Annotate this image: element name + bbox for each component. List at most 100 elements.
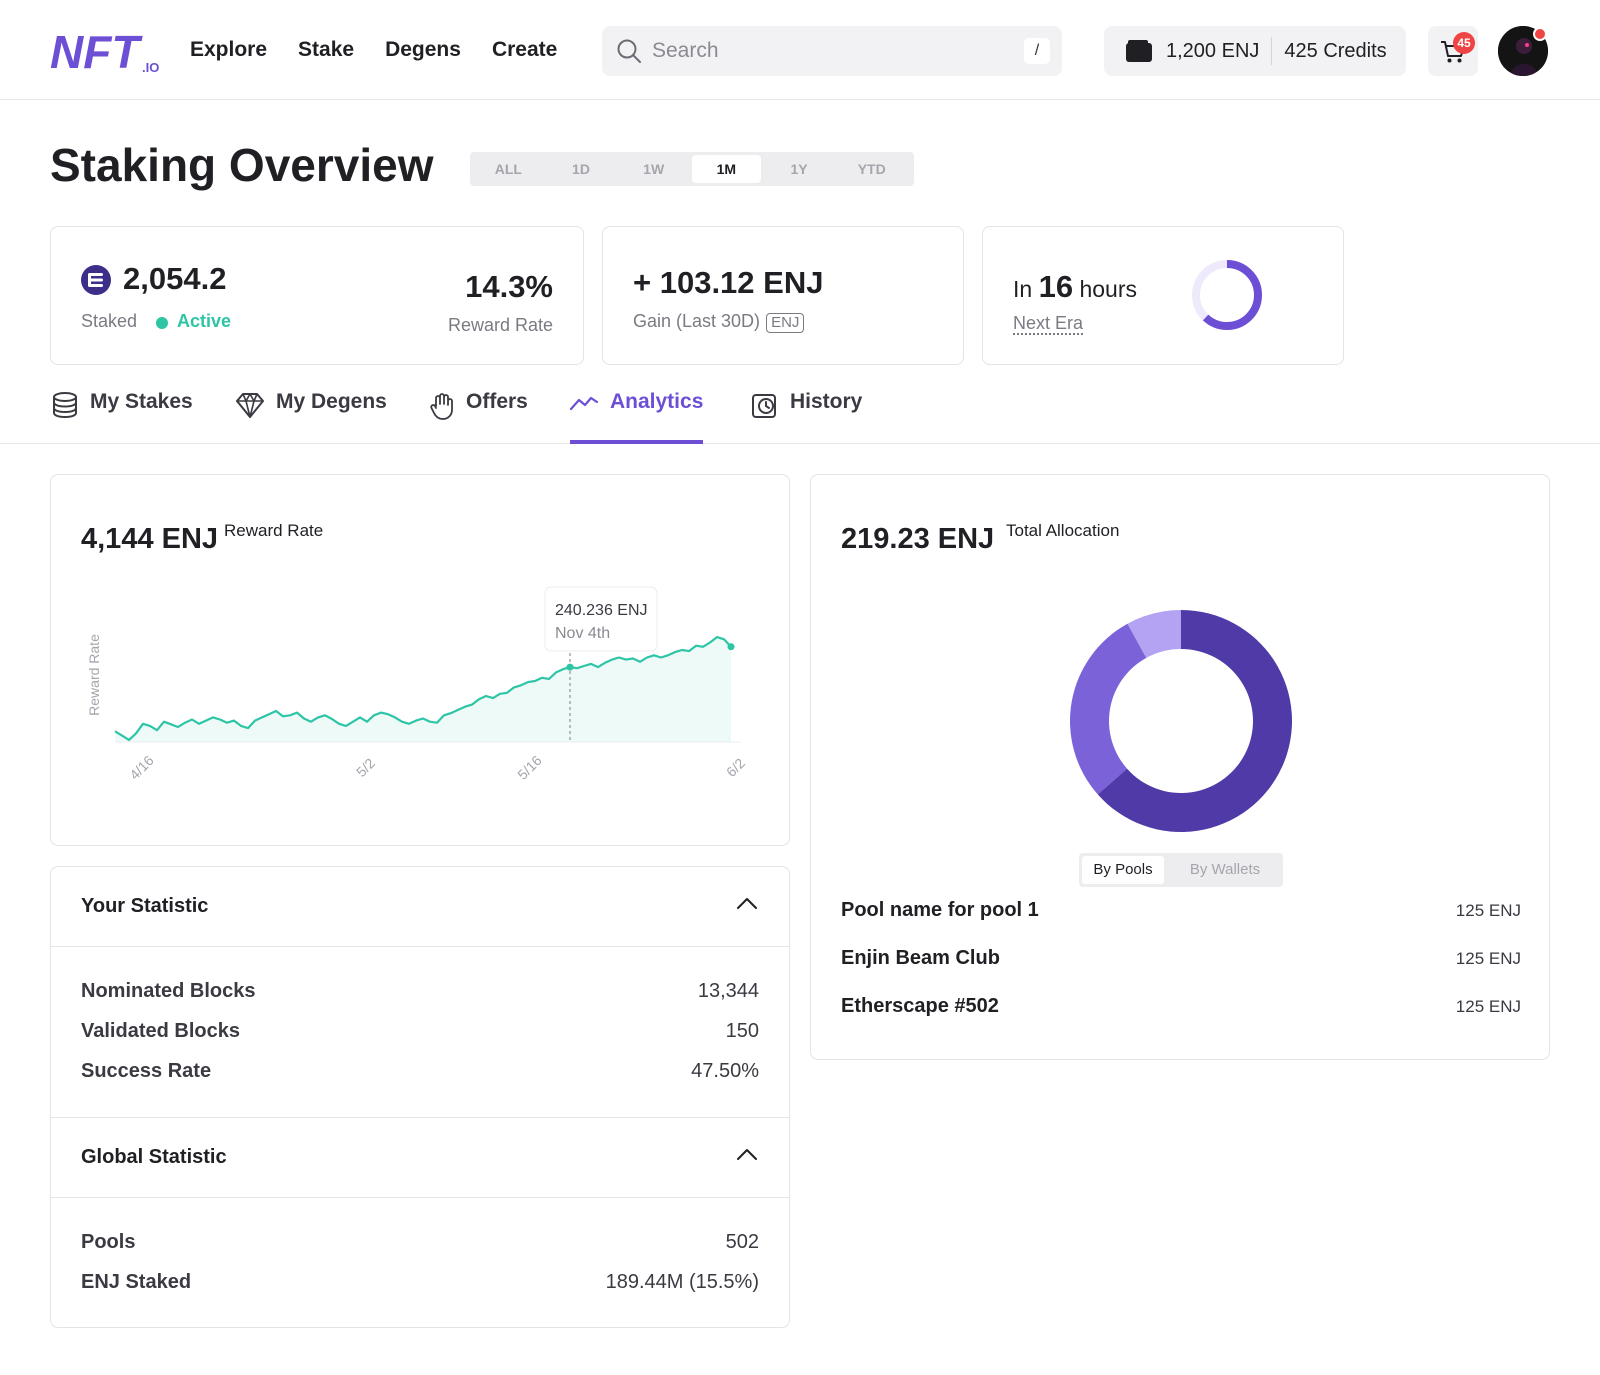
enj-coin-icon: [81, 265, 111, 295]
pool-name: Pool name for pool 1: [841, 899, 1039, 921]
stat-label: Nominated Blocks: [81, 980, 256, 1002]
tab-label: Analytics: [610, 390, 704, 413]
user-avatar[interactable]: [1498, 26, 1548, 76]
stat-value: 13,344: [697, 980, 759, 1002]
tab-my-stakes[interactable]: My Stakes: [52, 390, 193, 444]
nav-stake[interactable]: Stake: [298, 38, 355, 61]
hand-icon: [430, 393, 453, 420]
wallet-separator: [1271, 37, 1273, 65]
stat-label: Success Rate: [81, 1060, 212, 1082]
chart-series-line: [114, 636, 732, 741]
diamond-icon: [236, 393, 264, 418]
reward-rate-label: Reward Rate: [447, 315, 553, 335]
pool-value: 125 ENJ: [1455, 997, 1521, 1016]
tab-analytics[interactable]: Analytics: [570, 390, 704, 444]
donut-segment-2[interactable]: [1070, 623, 1147, 795]
nav-explore[interactable]: Explore: [190, 38, 268, 61]
search-input[interactable]: [652, 26, 992, 76]
tab-offers[interactable]: Offers: [430, 390, 528, 444]
tab-my-degens[interactable]: My Degens: [236, 390, 387, 444]
allocation-view-toggle: By Pools By Wallets: [1079, 853, 1283, 887]
nav-create[interactable]: Create: [491, 38, 558, 61]
coins-stack-icon: [53, 392, 77, 418]
next-era-card: In 16 hours Next Era: [982, 226, 1344, 365]
range-1m[interactable]: 1M: [692, 155, 761, 183]
stat-value: 47.50%: [691, 1060, 759, 1082]
your-statistic-title: Your Statistic: [81, 895, 209, 917]
reward-rate-chart[interactable]: Reward Rate 4/16 5/2 5/16 6/2 240.236 ENJ N…: [51, 475, 791, 847]
range-1d[interactable]: 1D: [572, 161, 590, 177]
pool-row[interactable]: Enjin Beam Club 125 ENJ: [841, 947, 1521, 977]
stat-row-success-rate: Success Rate 47.50%: [81, 1060, 759, 1090]
toggle-by-pools[interactable]: By Pools: [1082, 856, 1164, 884]
stat-label: Pools: [81, 1231, 136, 1253]
staked-amount: 2,054.2: [123, 261, 227, 296]
chevron-up-icon[interactable]: [737, 897, 757, 909]
y-axis-label: Reward Rate: [86, 634, 102, 716]
time-range-selector: ALL 1D 1W 1M 1Y YTD: [470, 152, 914, 186]
page-title: Staking Overview: [50, 139, 434, 191]
pool-value: 125 ENJ: [1455, 901, 1521, 920]
allocation-card: 219.23 ENJ Total Allocation By Pools By …: [810, 474, 1550, 1060]
stat-label: Validated Blocks: [81, 1020, 240, 1042]
reward-rate-chart-card: 4,144 ENJ Reward Rate Reward Rate 4/16 5/…: [50, 474, 790, 846]
gain-label: Gain (Last 30D): [633, 311, 761, 331]
allocation-total-label: Total Allocation: [1006, 521, 1120, 540]
pool-name: Enjin Beam Club: [841, 947, 1000, 969]
stat-value: 150: [725, 1020, 759, 1042]
nav-degens[interactable]: Degens: [385, 38, 461, 61]
donut-segment-3[interactable]: [1127, 610, 1181, 658]
global-statistic-title: Global Statistic: [81, 1146, 227, 1168]
tab-history[interactable]: History: [752, 390, 862, 444]
stat-row-enj-staked: ENJ Staked 189.44M (15.5%): [81, 1271, 759, 1301]
range-all[interactable]: ALL: [494, 161, 522, 177]
range-1y[interactable]: 1Y: [790, 161, 808, 177]
x-tick-label: 5/16: [514, 752, 545, 783]
tab-label: My Stakes: [90, 390, 193, 413]
your-statistic-header[interactable]: Your Statistic: [51, 867, 789, 947]
era-hours: 16: [1038, 269, 1074, 304]
svg-text:NFT: NFT: [50, 28, 143, 74]
pool-row[interactable]: Pool name for pool 1 125 ENJ: [841, 899, 1521, 929]
next-era-label[interactable]: Next Era: [1013, 313, 1084, 335]
era-prefix: In: [1013, 276, 1033, 302]
tab-label: My Degens: [276, 390, 387, 413]
nft-logo[interactable]: NFT .IO: [50, 28, 166, 74]
reward-total-label: Reward Rate: [224, 521, 324, 540]
wallet-icon: [1126, 40, 1152, 62]
staked-card: 2,054.2 Staked Active 14.3% Reward Rate: [50, 226, 584, 365]
active-status-dot: [156, 317, 168, 329]
trend-line-icon: [570, 396, 598, 411]
range-1w[interactable]: 1W: [643, 161, 665, 177]
x-tick-label: 5/2: [353, 755, 378, 780]
cart-button[interactable]: 45: [1428, 26, 1478, 76]
allocation-donut-chart[interactable]: [1069, 609, 1293, 833]
x-axis-ticks: 4/16 5/2 5/16 6/2: [126, 752, 748, 783]
range-ytd[interactable]: YTD: [857, 161, 886, 177]
pool-name: Etherscape #502: [841, 995, 999, 1017]
stat-value: 189.44M (15.5%): [605, 1271, 759, 1293]
pool-row[interactable]: Etherscape #502 125 ENJ: [841, 995, 1521, 1025]
gain-currency-tag[interactable]: ENJ: [766, 313, 805, 333]
chevron-up-icon[interactable]: [737, 1148, 757, 1160]
stat-row-validated-blocks: Validated Blocks 150: [81, 1020, 759, 1050]
tab-label: History: [790, 390, 863, 413]
era-progress-ring: [1192, 260, 1262, 330]
avatar-notification-dot: [1533, 27, 1547, 41]
top-header: NFT .IO Explore Stake Degens Create / 1,…: [0, 0, 1600, 100]
tooltip-value: 240.236 ENJ: [555, 602, 648, 619]
global-statistic-header[interactable]: Global Statistic: [51, 1118, 789, 1198]
section-divider: [51, 1117, 789, 1118]
donut-segment-1[interactable]: [1097, 610, 1292, 832]
wallet-enj: 1,200 ENJ: [1166, 39, 1260, 62]
wallet-balance[interactable]: 1,200 ENJ 425 Credits: [1104, 26, 1406, 76]
stat-row-pools: Pools 502: [81, 1231, 759, 1261]
toggle-by-wallets[interactable]: By Wallets: [1189, 861, 1261, 878]
stat-label: ENJ Staked: [81, 1271, 192, 1293]
search-icon: [617, 39, 641, 63]
history-icon: [752, 394, 776, 418]
allocation-total: 219.23 ENJ: [841, 523, 995, 555]
tooltip-date: Nov 4th: [555, 625, 610, 642]
svg-text:.IO: .IO: [142, 60, 159, 74]
cart-count-badge: 45: [1453, 32, 1475, 54]
